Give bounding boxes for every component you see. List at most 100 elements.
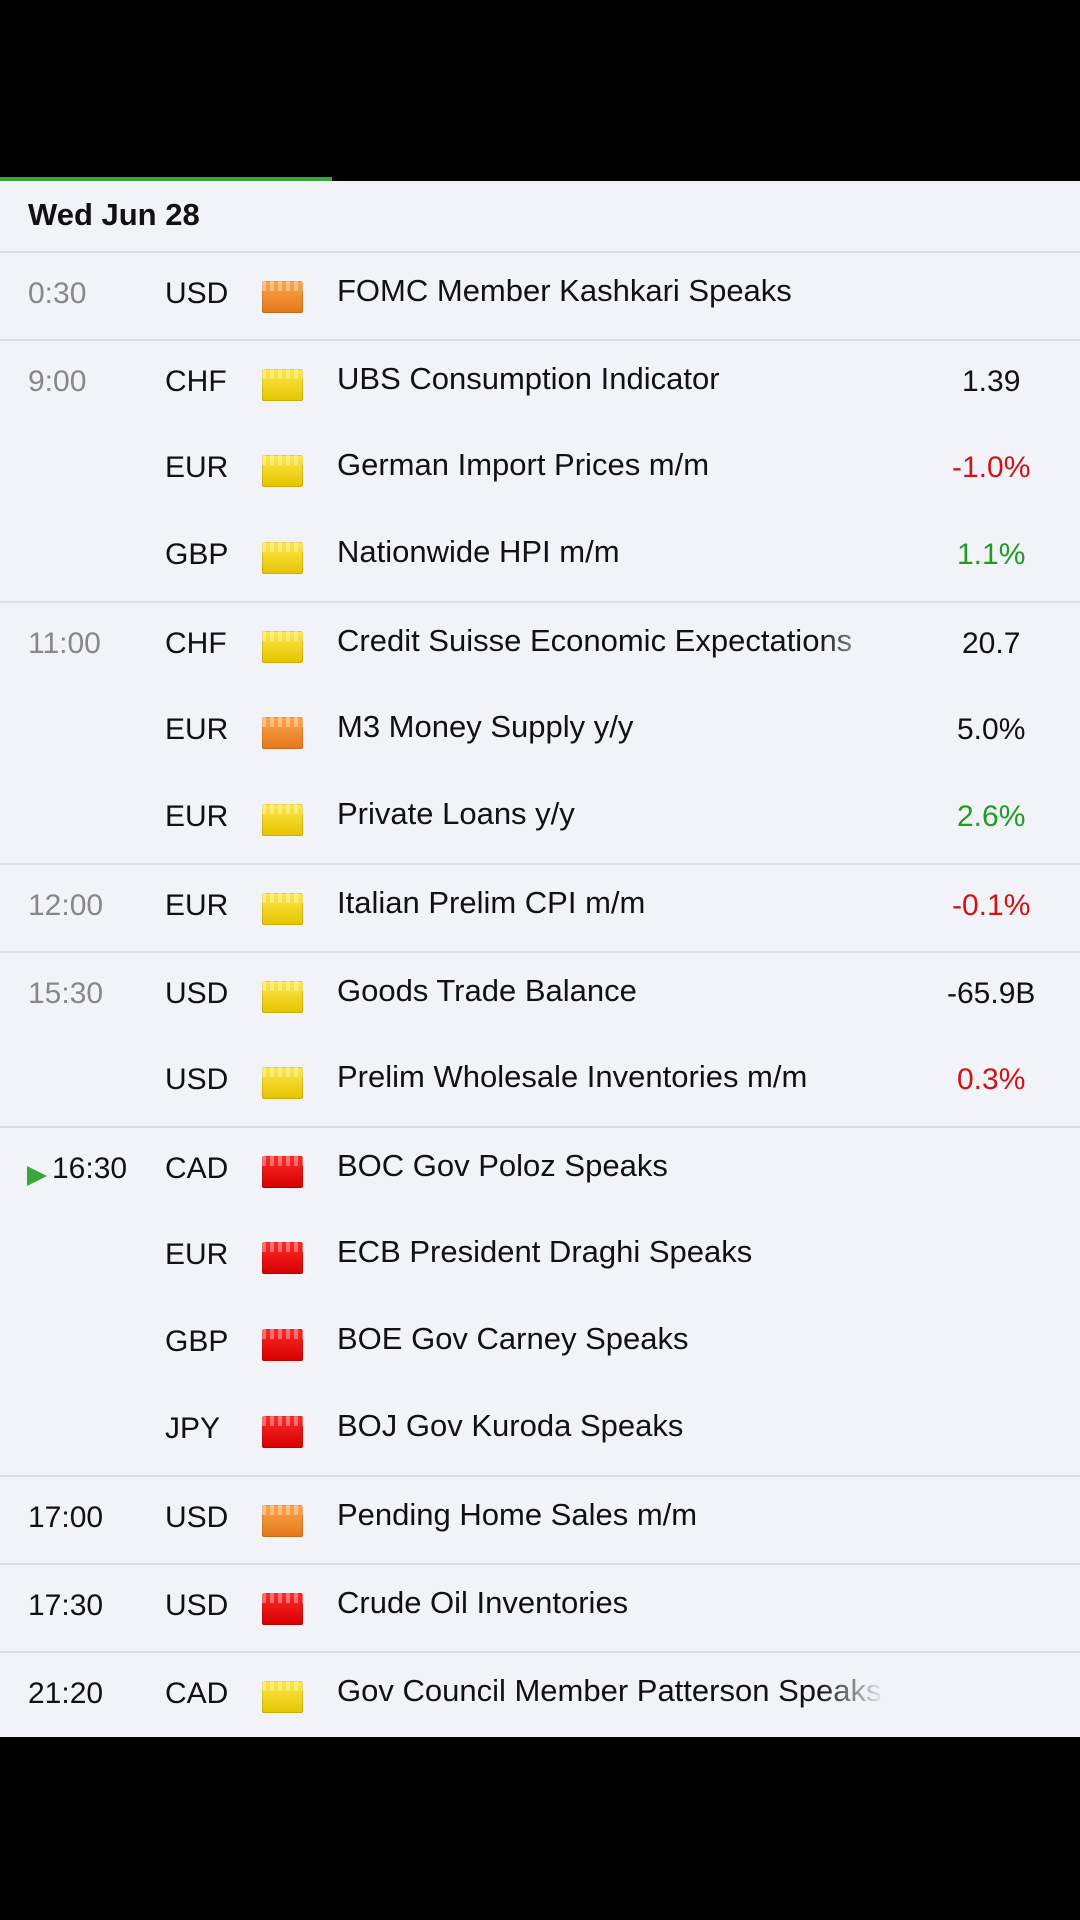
event-title: M3 Money Supply y/y bbox=[337, 709, 634, 744]
event-actual-value: 0.3% bbox=[957, 1063, 1026, 1096]
event-currency: CHF bbox=[165, 627, 227, 660]
event-row[interactable]: 21:20 CAD Gov Council Member Patterson Spe… bbox=[0, 1653, 1080, 1737]
event-title: German Import Prices m/m bbox=[337, 447, 710, 482]
impact-low-folder-icon bbox=[262, 804, 303, 836]
event-currency: EUR bbox=[165, 889, 229, 922]
impact-low-folder-icon bbox=[262, 455, 303, 487]
event-actual-value: -1.0% bbox=[952, 451, 1031, 484]
event-title: Nationwide HPI m/m bbox=[337, 534, 620, 569]
event-row[interactable]: JPY BOJ Gov Kuroda Speaks bbox=[0, 1388, 1080, 1475]
impact-high-folder-icon bbox=[262, 1416, 303, 1448]
impact-medium-folder-icon bbox=[262, 717, 303, 749]
event-time: 11:00 bbox=[28, 627, 101, 660]
day-title: Wed Jun 28 bbox=[28, 197, 200, 232]
event-title: BOJ Gov Kuroda Speaks bbox=[337, 1408, 684, 1443]
event-time: 15:30 bbox=[28, 977, 104, 1010]
event-row[interactable]: GBP Nationwide HPI m/m 1.1% bbox=[0, 514, 1080, 601]
event-time: 17:00 bbox=[28, 1501, 104, 1534]
event-time: 21:20 bbox=[28, 1677, 104, 1710]
event-title: Crude Oil Inventories bbox=[337, 1585, 629, 1620]
time-group: 0:30 USD FOMC Member Kashkari Speaks bbox=[0, 251, 1080, 339]
time-group: 9:00 CHF UBS Consumption Indicator 1.39 EUR G… bbox=[0, 339, 1080, 601]
event-currency: CAD bbox=[165, 1677, 229, 1710]
impact-high-folder-icon bbox=[262, 1329, 303, 1361]
impact-high-folder-icon bbox=[262, 1593, 303, 1625]
event-currency: EUR bbox=[165, 713, 229, 746]
time-group: 15:30 USD Goods Trade Balance -65.9B USD Prel… bbox=[0, 951, 1080, 1126]
event-actual-value: -65.9B bbox=[947, 977, 1036, 1010]
event-time: 16:30 bbox=[52, 1152, 128, 1185]
event-row[interactable]: EUR Private Loans y/y 2.6% bbox=[0, 776, 1080, 863]
event-time: 17:30 bbox=[28, 1589, 104, 1622]
event-row[interactable]: 9:00 CHF UBS Consumption Indicator 1.39 bbox=[0, 341, 1080, 427]
event-title: BOC Gov Poloz Speaks bbox=[337, 1148, 668, 1183]
event-currency: USD bbox=[165, 977, 229, 1010]
event-actual-value: 1.39 bbox=[962, 365, 1021, 398]
impact-low-folder-icon bbox=[262, 1681, 303, 1713]
event-title: Goods Trade Balance bbox=[337, 973, 637, 1008]
event-time: 0:30 bbox=[28, 277, 87, 310]
impact-medium-folder-icon bbox=[262, 281, 303, 313]
event-actual-value: -0.1% bbox=[952, 889, 1031, 922]
impact-medium-folder-icon bbox=[262, 1505, 303, 1537]
event-currency: JPY bbox=[165, 1412, 221, 1445]
event-currency: USD bbox=[165, 277, 229, 310]
time-group: 11:00 CHF Credit Suisse Economic Expectati… bbox=[0, 601, 1080, 863]
impact-low-folder-icon bbox=[262, 369, 303, 401]
event-currency: CHF bbox=[165, 365, 227, 398]
event-title: Italian Prelim CPI m/m bbox=[337, 885, 646, 920]
impact-low-folder-icon bbox=[262, 1067, 303, 1099]
event-row[interactable]: 17:30 USD Crude Oil Inventories bbox=[0, 1565, 1080, 1651]
event-title: Prelim Wholesale Inventories m/m bbox=[337, 1059, 808, 1094]
event-currency: GBP bbox=[165, 1325, 229, 1358]
event-currency: EUR bbox=[165, 451, 229, 484]
time-group: 12:00 EUR Italian Prelim CPI m/m -0.1% bbox=[0, 863, 1080, 951]
impact-low-folder-icon bbox=[262, 893, 303, 925]
impact-high-folder-icon bbox=[262, 1156, 303, 1188]
current-time-arrow-icon bbox=[27, 1166, 47, 1186]
event-row[interactable]: 11:00 CHF Credit Suisse Economic Expectati… bbox=[0, 603, 1080, 689]
event-title: Credit Suisse Economic Expectations bbox=[337, 623, 853, 658]
impact-high-folder-icon bbox=[262, 1242, 303, 1274]
event-row[interactable]: USD Prelim Wholesale Inventories m/m 0.3% bbox=[0, 1039, 1080, 1126]
event-title: ECB President Draghi Speaks bbox=[337, 1234, 753, 1269]
event-groups: 0:30 USD FOMC Member Kashkari Speaks 9:00 CH… bbox=[0, 251, 1080, 1737]
event-currency: CAD bbox=[165, 1152, 229, 1185]
event-title: Gov Council Member Patterson Speaks bbox=[337, 1673, 882, 1708]
event-currency: USD bbox=[165, 1501, 229, 1534]
event-currency: EUR bbox=[165, 800, 229, 833]
event-row[interactable]: 17:00 USD Pending Home Sales m/m bbox=[0, 1477, 1080, 1563]
event-currency: GBP bbox=[165, 538, 229, 571]
event-title: FOMC Member Kashkari Speaks bbox=[337, 273, 792, 308]
event-row[interactable]: 0:30 USD FOMC Member Kashkari Speaks bbox=[0, 253, 1080, 339]
event-actual-value: 5.0% bbox=[957, 713, 1026, 746]
event-row[interactable]: GBP BOE Gov Carney Speaks bbox=[0, 1301, 1080, 1388]
time-group: 17:00 USD Pending Home Sales m/m bbox=[0, 1475, 1080, 1563]
event-row[interactable]: EUR M3 Money Supply y/y 5.0% bbox=[0, 689, 1080, 776]
event-time: 9:00 bbox=[28, 365, 87, 398]
impact-low-folder-icon bbox=[262, 542, 303, 574]
event-title: Private Loans y/y bbox=[337, 796, 575, 831]
event-row[interactable]: EUR ECB President Draghi Speaks bbox=[0, 1214, 1080, 1301]
status-bar-area bbox=[0, 0, 1080, 181]
time-group: 16:30 CAD BOC Gov Poloz Speaks EUR ECB Presi… bbox=[0, 1126, 1080, 1475]
event-actual-value: 2.6% bbox=[957, 800, 1026, 833]
event-currency: USD bbox=[165, 1589, 229, 1622]
day-header: Wed Jun 28 bbox=[0, 181, 1080, 251]
event-row[interactable]: 15:30 USD Goods Trade Balance -65.9B bbox=[0, 953, 1080, 1039]
event-title: BOE Gov Carney Speaks bbox=[337, 1321, 689, 1356]
event-actual-value: 1.1% bbox=[957, 538, 1026, 571]
event-row[interactable]: 12:00 EUR Italian Prelim CPI m/m -0.1% bbox=[0, 865, 1080, 951]
event-currency: USD bbox=[165, 1063, 229, 1096]
event-row[interactable]: 16:30 CAD BOC Gov Poloz Speaks bbox=[0, 1128, 1080, 1214]
impact-low-folder-icon bbox=[262, 981, 303, 1013]
economic-calendar[interactable]: Wed Jun 28 0:30 USD FOMC Member Kashkari S… bbox=[0, 181, 1080, 1737]
event-currency: EUR bbox=[165, 1238, 229, 1271]
event-title: Pending Home Sales m/m bbox=[337, 1497, 698, 1532]
event-actual-value: 20.7 bbox=[962, 627, 1021, 660]
time-group: 21:20 CAD Gov Council Member Patterson Spe… bbox=[0, 1651, 1080, 1737]
impact-low-folder-icon bbox=[262, 631, 303, 663]
event-row[interactable]: EUR German Import Prices m/m -1.0% bbox=[0, 427, 1080, 514]
event-title: UBS Consumption Indicator bbox=[337, 361, 720, 396]
loading-progress-bar bbox=[0, 177, 332, 183]
